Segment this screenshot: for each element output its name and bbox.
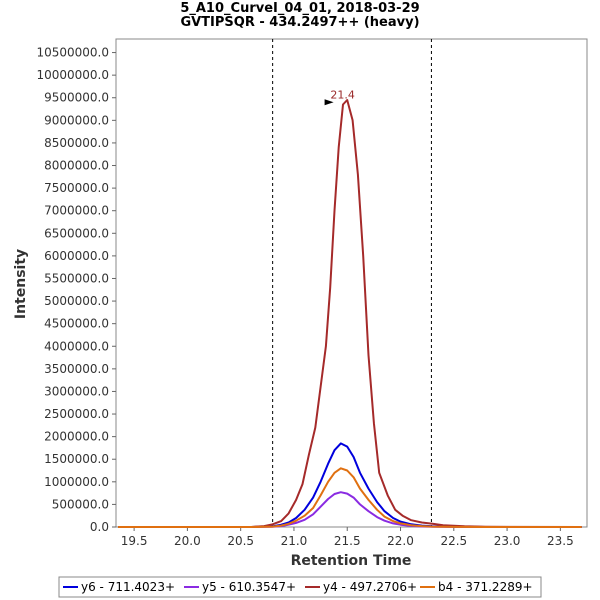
plot-area — [115, 38, 588, 528]
y-tick-label: 9500000.0 — [44, 91, 109, 105]
legend-entry: y5 - 610.3547+ — [202, 580, 296, 594]
legend-entry: y6 - 711.4023+ — [81, 580, 175, 594]
series-line — [118, 467, 582, 528]
series-line — [118, 99, 582, 528]
y-tick-label: 0.0 — [90, 520, 109, 534]
y-tick-label: 2500000.0 — [44, 407, 109, 421]
y-tick-label: 7500000.0 — [44, 181, 109, 195]
y-tick-label: 500000.0 — [52, 497, 109, 511]
y-tick-label: 10000000.0 — [36, 68, 109, 82]
y-tick-label: 5500000.0 — [44, 271, 109, 285]
y-tick-label: 6000000.0 — [44, 249, 109, 263]
x-tick-label: 19.5 — [121, 534, 148, 548]
legend: y6 - 711.4023+ y5 - 610.3547+ y4 - 497.270… — [58, 576, 542, 598]
x-tick-label: 22.5 — [440, 534, 467, 548]
y-tick-label: 1000000.0 — [44, 475, 109, 489]
peak-label: 21.4 — [330, 88, 355, 101]
x-tick-label: 21.5 — [334, 534, 361, 548]
y-tick-label: 4500000.0 — [44, 317, 109, 331]
legend-entry: b4 - 371.2289+ — [438, 580, 533, 594]
legend-entry: y4 - 497.2706+ — [323, 580, 417, 594]
x-tick-label: 23.5 — [547, 534, 574, 548]
x-axis-label: Retention Time — [291, 553, 412, 569]
peak-annotation: 21.4 — [324, 88, 355, 106]
y-axis-label: Intensity — [13, 249, 29, 319]
chart-title: 5_A10_CurveI_04_01, 2018-03-29 — [180, 1, 419, 16]
y-tick-label: 2000000.0 — [44, 430, 109, 444]
x-tick-label: 23.0 — [494, 534, 521, 548]
y-tick-label: 4000000.0 — [44, 339, 109, 353]
x-tick-label: 20.5 — [227, 534, 254, 548]
x-axis: 19.5 20.0 20.5 21.0 21.5 22.0 22.5 23.0 23.5 — [121, 527, 574, 548]
legend-box — [58, 576, 542, 598]
y-tick-label: 8000000.0 — [44, 159, 109, 173]
y-tick-label: 9000000.0 — [44, 113, 109, 127]
y-tick-label: 1500000.0 — [44, 452, 109, 466]
y-tick-label: 5000000.0 — [44, 294, 109, 308]
chart-subtitle: GVTIPSQR - 434.2497++ (heavy) — [180, 15, 419, 30]
series-lines — [118, 99, 582, 528]
y-tick-label: 10500000.0 — [36, 46, 109, 60]
y-tick-label: 6500000.0 — [44, 226, 109, 240]
x-tick-label: 20.0 — [174, 534, 201, 548]
y-tick-label: 8500000.0 — [44, 136, 109, 150]
y-tick-label: 3000000.0 — [44, 384, 109, 398]
x-tick-label: 22.0 — [387, 534, 414, 548]
peak-marker — [324, 99, 334, 106]
x-tick-label: 21.0 — [281, 534, 308, 548]
y-tick-label: 3500000.0 — [44, 362, 109, 376]
y-tick-label: 7000000.0 — [44, 204, 109, 218]
y-axis: 0.0 500000.0 1000000.0 1500000.0 2000000.0 25… — [36, 46, 116, 534]
